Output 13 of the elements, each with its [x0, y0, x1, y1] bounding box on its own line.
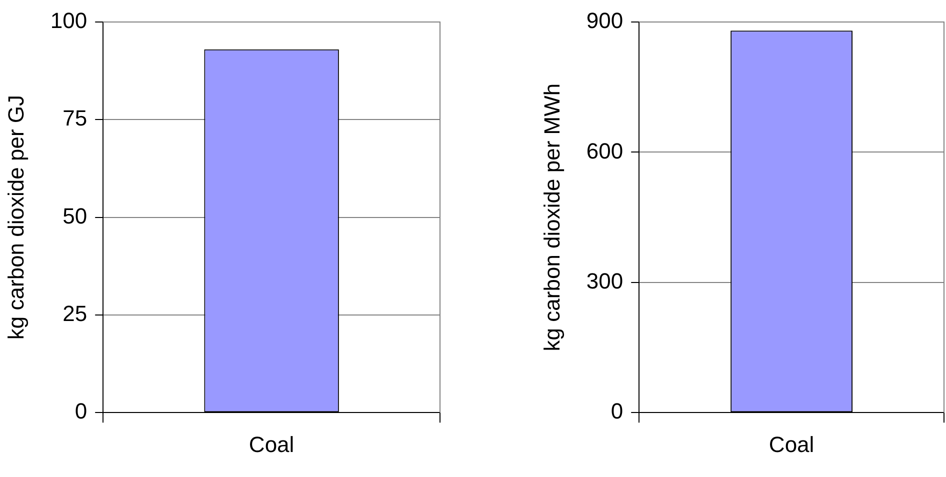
y-tick-label: 25 — [62, 301, 88, 326]
x-tick-label: Coal — [768, 432, 814, 457]
y-axis-title: kg carbon dioxide per GJ — [3, 95, 28, 340]
y-tick-label: 600 — [586, 138, 624, 164]
y-tick-label: 75 — [62, 106, 88, 131]
y-tick-label: 50 — [62, 203, 88, 228]
y-tick-label: 0 — [610, 398, 624, 424]
y-tick-label: 300 — [586, 268, 624, 294]
y-tick-label: 0 — [74, 398, 88, 424]
y-axis-title: kg carbon dioxide per MWh — [539, 83, 564, 352]
y-tick-label: 900 — [586, 8, 624, 34]
x-tick-label: Coal — [248, 432, 294, 457]
y-tick-label: 100 — [50, 8, 88, 34]
